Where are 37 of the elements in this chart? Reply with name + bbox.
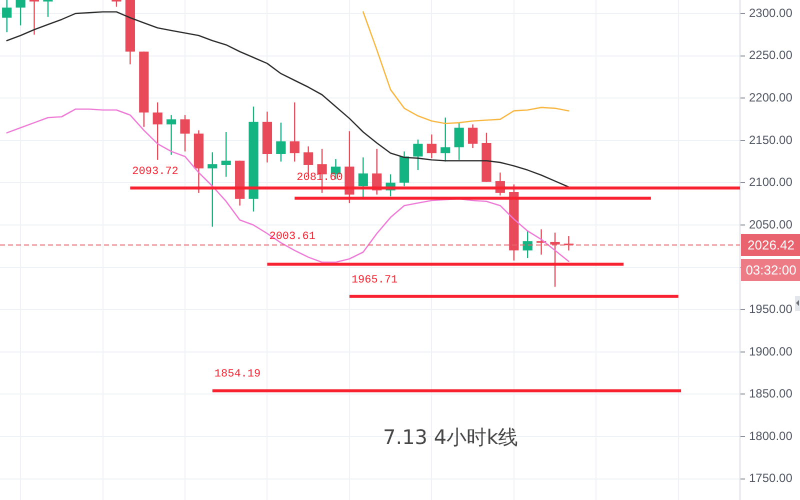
candlestick xyxy=(290,102,300,162)
candlestick xyxy=(440,117,450,162)
candlestick xyxy=(426,134,436,159)
y-tick-label: 2300.00 xyxy=(749,6,793,20)
candlestick xyxy=(43,0,53,18)
y-tick-label: 2250.00 xyxy=(749,48,793,62)
candlestick xyxy=(276,122,286,162)
candlestick xyxy=(454,122,464,160)
candlestick xyxy=(166,114,176,156)
y-tick-label: 2050.00 xyxy=(749,217,793,232)
y-tick-label: 2100.00 xyxy=(749,175,793,190)
y-tick-label: 1850.00 xyxy=(749,386,793,401)
ref-line-label: 1965.71 xyxy=(351,274,398,286)
candlestick xyxy=(2,0,12,33)
y-tick-label: 2150.00 xyxy=(749,132,793,147)
candlestick xyxy=(413,138,423,171)
candlestick xyxy=(180,114,190,152)
candlestick xyxy=(208,152,218,228)
candlestick xyxy=(536,228,546,256)
candlestick xyxy=(221,131,231,178)
candlestick xyxy=(358,156,368,199)
y-tick-label: 1900.00 xyxy=(749,344,793,358)
text: 03:32:00 xyxy=(746,262,796,278)
ref-line-label: 2026.42 xyxy=(748,238,794,253)
ref-line-label: 1854.19 xyxy=(214,368,261,381)
candlestick xyxy=(16,0,26,26)
ref-line-label: 2093.72 xyxy=(132,166,178,178)
y-tick-label: 1950.00 xyxy=(749,302,793,316)
candlestick xyxy=(550,232,560,288)
candlestick xyxy=(522,230,532,259)
annotation: 7.13 4小时k线 xyxy=(383,424,518,450)
y-tick-label: 2200.00 xyxy=(749,90,793,104)
y-tick-label: 1750.00 xyxy=(749,471,793,486)
candlestick xyxy=(468,124,478,149)
candlestick xyxy=(29,0,40,36)
candlestick xyxy=(152,102,162,160)
y-tick-label: 1800.00 xyxy=(749,428,793,443)
